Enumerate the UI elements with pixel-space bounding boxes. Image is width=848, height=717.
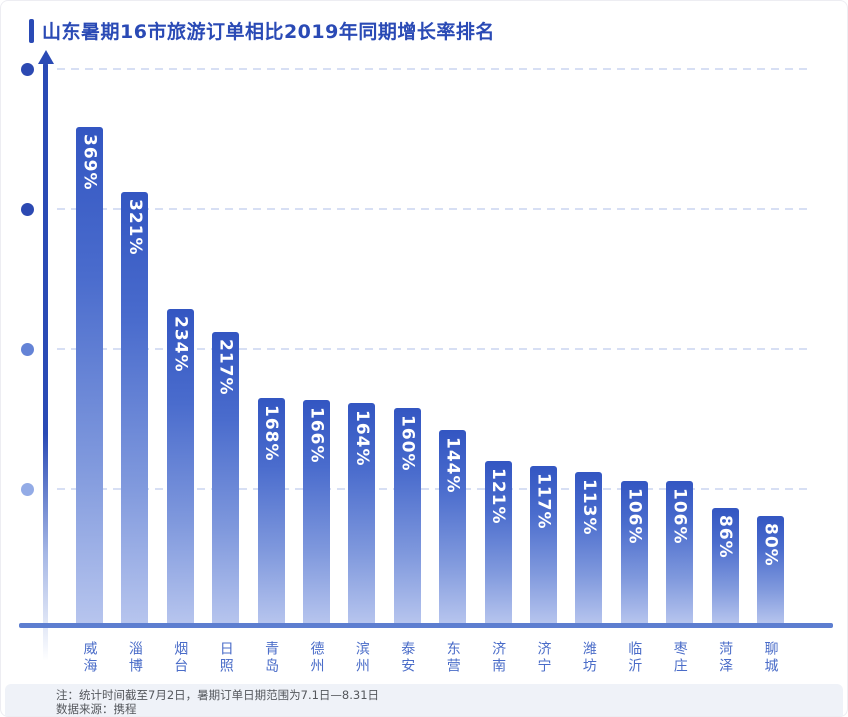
bar-value-label: 117%	[533, 473, 554, 530]
chart-header: 山东暑期16市旅游订单相比2019年同期增长率排名	[29, 17, 495, 44]
x-axis-category-label: 聊城	[762, 641, 779, 675]
y-axis-arrow-icon	[37, 50, 54, 64]
bar-column: 321% 淄博	[121, 192, 149, 675]
x-axis-category-label: 烟台	[172, 641, 189, 675]
axis-tick-dot	[21, 343, 34, 356]
bar: 106%	[620, 481, 648, 624]
bar: 164%	[348, 403, 376, 624]
bar-column: 234% 烟台	[166, 309, 194, 675]
bar: 369%	[76, 127, 103, 624]
bar: 168%	[257, 398, 285, 624]
bar: 106%	[666, 481, 694, 624]
footnote-data-source: 数据来源：携程	[56, 702, 137, 716]
bar: 234%	[166, 309, 194, 624]
bar-column: 113% 潍坊	[575, 472, 603, 675]
bar-column: 369% 威海	[76, 127, 103, 675]
x-axis-category-label: 青岛	[263, 641, 280, 675]
bar-value-label: 113%	[578, 479, 599, 536]
bar-value-label: 321%	[124, 199, 145, 256]
x-axis-category-label: 泰安	[399, 641, 416, 675]
x-axis-category-label: 菏泽	[717, 641, 734, 675]
bar: 166%	[303, 400, 330, 624]
bar-value-label: 369%	[79, 134, 100, 191]
bar-column: 168% 青岛	[257, 398, 285, 675]
bar-value-label: 168%	[261, 405, 282, 462]
x-axis-category-label: 日照	[217, 641, 234, 675]
x-axis-category-label: 济南	[490, 641, 507, 675]
x-axis-line	[19, 623, 833, 628]
bar-value-label: 166%	[306, 407, 327, 464]
x-axis-category-label: 潍坊	[580, 641, 597, 675]
axis-tick-dot	[21, 203, 34, 216]
bar-column: 86% 菏泽	[711, 508, 739, 675]
bar: 121%	[484, 461, 512, 624]
bar: 80%	[757, 516, 784, 624]
gridline	[57, 208, 811, 210]
y-axis-line	[43, 63, 48, 661]
gridline	[57, 348, 811, 350]
bar-column: 106% 临沂	[620, 481, 648, 675]
gridline	[57, 68, 811, 70]
bar-column: 121% 济南	[484, 461, 512, 675]
bar: 113%	[575, 472, 603, 624]
bar-chart-plot-area: 369% 威海 321% 淄博 234% 烟台 217% 日照 168% 青岛	[1, 1, 847, 675]
x-axis-category-label: 济宁	[535, 641, 552, 675]
bar-value-label: 164%	[351, 410, 372, 467]
bar: 144%	[439, 430, 467, 624]
bar-column: 217% 日照	[212, 332, 240, 675]
x-axis-category-label: 淄博	[126, 641, 143, 675]
bar-column: 144% 东营	[439, 430, 467, 675]
page-title: 山东暑期16市旅游订单相比2019年同期增长率排名	[42, 21, 495, 43]
bar-value-label: 144%	[442, 437, 463, 494]
bar-value-label: 106%	[624, 488, 645, 545]
bar-value-label: 234%	[170, 316, 191, 373]
x-axis-category-label: 临沂	[626, 641, 643, 675]
bar: 160%	[393, 408, 421, 624]
bar-column: 80% 聊城	[757, 516, 784, 675]
bar-value-label: 217%	[215, 339, 236, 396]
bar-column: 164% 滨州	[348, 403, 376, 675]
bar-value-label: 121%	[488, 468, 509, 525]
bar-column: 106% 枣庄	[666, 481, 694, 675]
bar-column: 117% 济宁	[530, 466, 557, 675]
bar-column: 160% 泰安	[393, 408, 421, 675]
title-accent-bar	[29, 18, 34, 43]
x-axis-category-label: 德州	[308, 641, 325, 675]
axis-tick-dot	[21, 63, 34, 76]
bar-value-label: 80%	[760, 523, 781, 567]
bar-value-label: 106%	[669, 488, 690, 545]
bar: 321%	[121, 192, 149, 624]
bar-value-label: 86%	[715, 515, 736, 559]
x-axis-category-label: 枣庄	[671, 641, 688, 675]
bar: 86%	[711, 508, 739, 624]
footnote-statistics: 注：统计时间截至7月2日，暑期订单日期范围为7.1日—8.31日	[56, 688, 380, 702]
x-axis-category-label: 滨州	[353, 641, 370, 675]
gridline	[57, 488, 811, 490]
x-axis-category-label: 东营	[444, 641, 461, 675]
bar: 217%	[212, 332, 240, 624]
bar-column: 166% 德州	[303, 400, 330, 675]
footnote-panel: 注：统计时间截至7月2日，暑期订单日期范围为7.1日—8.31日 数据来源：携程	[5, 684, 843, 716]
bar: 117%	[530, 466, 557, 624]
axis-tick-dot	[21, 483, 34, 496]
x-axis-category-label: 威海	[81, 641, 98, 675]
bar-value-label: 160%	[397, 415, 418, 472]
